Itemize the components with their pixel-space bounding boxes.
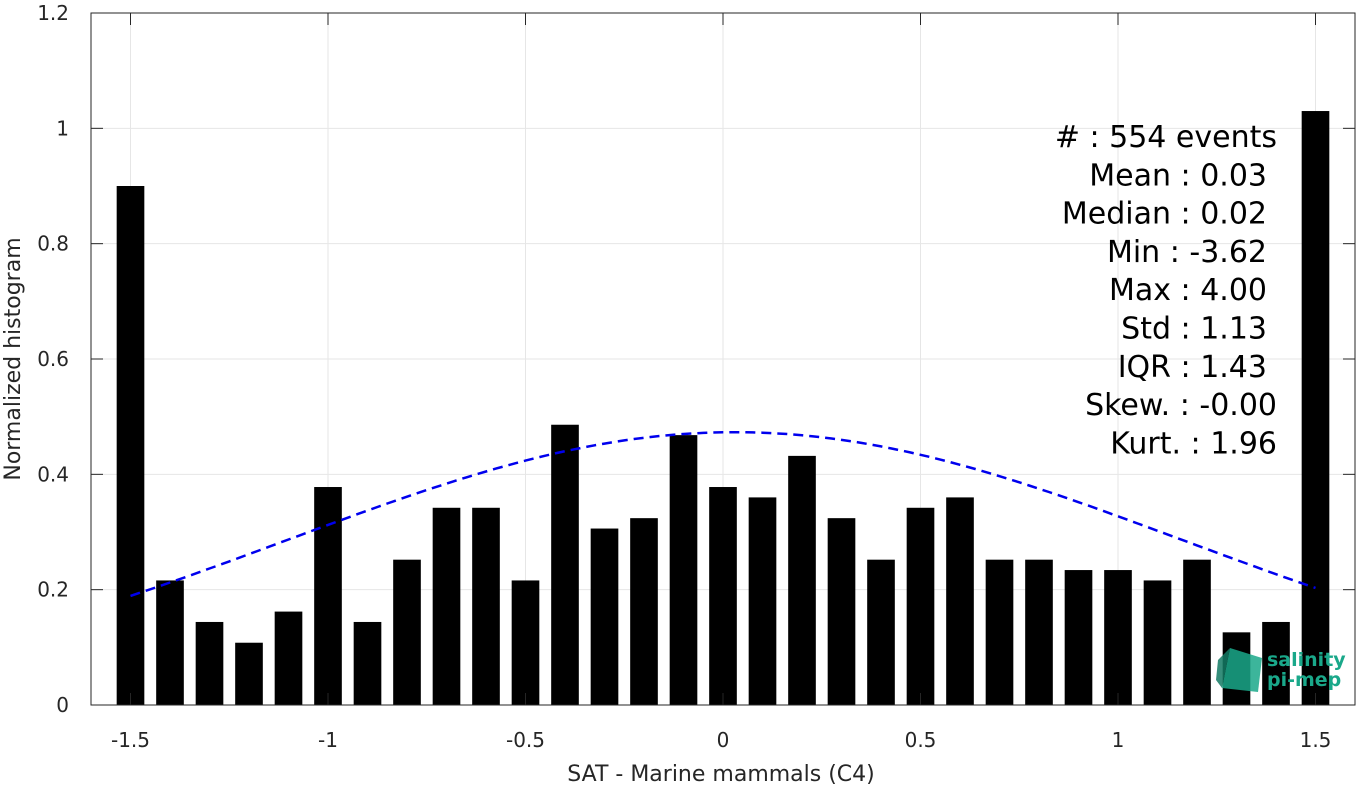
histogram-bar bbox=[748, 497, 777, 705]
histogram-bar bbox=[353, 621, 382, 705]
histogram-bar bbox=[314, 487, 342, 705]
histogram-bar bbox=[1025, 559, 1053, 705]
stat-line: # : 554 events bbox=[1055, 120, 1277, 155]
salinity-pi-mep-logo: salinity pi-mep bbox=[1216, 648, 1346, 692]
histogram-bar bbox=[827, 518, 856, 705]
histogram-bar bbox=[432, 507, 461, 705]
logo-cube-shade-icon bbox=[1216, 648, 1230, 688]
histogram-bar bbox=[630, 518, 658, 705]
stat-line: Mean : 0.03 bbox=[1089, 158, 1267, 193]
stat-line: IQR : 1.43 bbox=[1118, 350, 1267, 385]
histogram-bar bbox=[709, 487, 737, 705]
y-tick-label: 0.2 bbox=[37, 578, 69, 602]
stat-line: Median : 0.02 bbox=[1062, 197, 1267, 232]
histogram-bar bbox=[116, 186, 145, 705]
logo-line1: salinity bbox=[1267, 649, 1346, 671]
histogram-bar bbox=[1104, 570, 1132, 705]
y-tick-labels: 0 0.2 0.4 0.6 0.8 1 1.2 bbox=[37, 1, 69, 717]
x-tick-label: -0.5 bbox=[506, 728, 545, 752]
histogram-bar bbox=[156, 580, 184, 705]
y-tick-label: 0 bbox=[56, 693, 69, 717]
histogram-bar bbox=[1262, 621, 1290, 705]
histogram-bar bbox=[590, 528, 619, 705]
histogram-bar bbox=[393, 559, 421, 705]
x-tick-label: 0.5 bbox=[905, 728, 937, 752]
histogram-bar bbox=[274, 611, 303, 705]
histogram-bar bbox=[472, 507, 500, 705]
normal-fit-curve bbox=[130, 430, 1316, 598]
y-axis-label: Normalized histogram bbox=[1, 237, 26, 480]
histogram-bar bbox=[669, 435, 698, 705]
histogram-bar bbox=[235, 642, 263, 705]
histogram-bars bbox=[116, 111, 1330, 706]
y-tick-label: 0.4 bbox=[37, 462, 69, 486]
histogram-bar bbox=[1183, 559, 1211, 705]
x-tick-label: 1.5 bbox=[1300, 728, 1332, 752]
y-tick-label: 1 bbox=[56, 116, 69, 140]
histogram-bar bbox=[1301, 111, 1330, 706]
histogram-bar bbox=[867, 559, 895, 705]
logo-cube-icon bbox=[1222, 648, 1262, 692]
x-tick-label: -1.5 bbox=[111, 728, 150, 752]
y-tick-label: 1.2 bbox=[37, 1, 69, 25]
stat-line: Max : 4.00 bbox=[1109, 273, 1267, 308]
axis-ticks bbox=[91, 12, 1355, 706]
logo-line2: pi-mep bbox=[1267, 669, 1341, 691]
x-tick-label: -1 bbox=[318, 728, 338, 752]
x-tick-label: 1 bbox=[1112, 728, 1125, 752]
stat-line: Kurt. : 1.96 bbox=[1110, 426, 1277, 461]
x-tick-label: 0 bbox=[717, 728, 730, 752]
histogram-bar bbox=[195, 621, 224, 705]
y-tick-label: 0.6 bbox=[37, 347, 69, 371]
histogram-bar bbox=[511, 580, 540, 705]
histogram-bar bbox=[985, 559, 1014, 705]
histogram-bar bbox=[906, 507, 935, 705]
histogram-bar bbox=[946, 497, 974, 705]
histogram-bar bbox=[788, 455, 816, 705]
histogram-bar bbox=[551, 424, 579, 705]
x-tick-labels: -1.5 -1 -0.5 0 0.5 1 1.5 bbox=[111, 728, 1331, 752]
x-axis-label: SAT - Marine mammals (C4) bbox=[567, 762, 875, 785]
histogram-bar bbox=[1143, 580, 1172, 705]
histogram-bar bbox=[1064, 570, 1093, 705]
stat-line: Std : 1.13 bbox=[1121, 312, 1267, 347]
stat-line: Min : -3.62 bbox=[1107, 235, 1267, 270]
stat-line: Skew. : -0.00 bbox=[1085, 388, 1277, 423]
y-tick-label: 0.8 bbox=[37, 232, 69, 256]
